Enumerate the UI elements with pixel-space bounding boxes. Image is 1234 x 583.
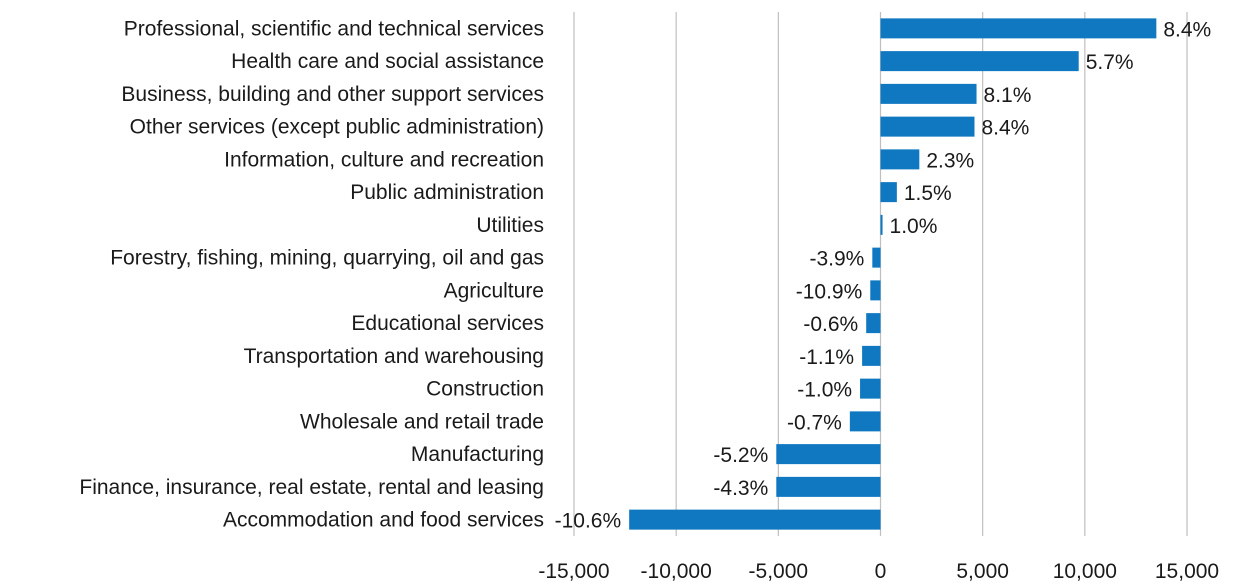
bar bbox=[880, 18, 1157, 39]
data-label: 8.1% bbox=[984, 84, 1032, 107]
category-label: Forestry, fishing, mining, quarrying, oi… bbox=[110, 247, 544, 270]
category-label: Educational services bbox=[351, 312, 544, 335]
category-label: Manufacturing bbox=[411, 443, 544, 466]
category-label: Construction bbox=[426, 378, 544, 401]
category-label: Other services (except public administra… bbox=[130, 116, 544, 139]
bar bbox=[776, 476, 881, 497]
data-label: 8.4% bbox=[1163, 18, 1211, 41]
category-label: Health care and social assistance bbox=[231, 50, 544, 73]
category-label: Public administration bbox=[350, 181, 544, 204]
data-label: -1.1% bbox=[799, 346, 854, 369]
bar bbox=[880, 83, 977, 104]
data-labels: 8.4% 5.7% 8.1% 8.4% 2.3% 1.5% 1.0% -3.9% -10.9% -… bbox=[555, 18, 1212, 532]
data-label: -3.9% bbox=[809, 248, 864, 271]
category-label: Finance, insurance, real estate, rental … bbox=[79, 476, 544, 499]
bars bbox=[629, 18, 1157, 530]
x-tick-label: 15,000 bbox=[1155, 560, 1219, 583]
data-label: -4.3% bbox=[713, 477, 768, 500]
category-label: Utilities bbox=[476, 214, 544, 237]
data-label: 2.3% bbox=[926, 149, 974, 172]
bar bbox=[629, 509, 881, 530]
bar bbox=[872, 247, 881, 268]
category-label: Transportation and warehousing bbox=[244, 345, 544, 368]
data-label: 1.5% bbox=[904, 182, 952, 205]
bar bbox=[870, 280, 881, 301]
x-tick-label: -10,000 bbox=[641, 560, 712, 583]
bar bbox=[849, 411, 881, 432]
bar bbox=[776, 444, 881, 465]
bar bbox=[880, 182, 897, 203]
category-label: Professional, scientific and technical s… bbox=[124, 17, 544, 40]
bar bbox=[866, 313, 881, 334]
bar bbox=[880, 214, 883, 235]
x-tick-label: 5,000 bbox=[956, 560, 1009, 583]
data-label: -0.6% bbox=[803, 313, 858, 336]
x-axis-tick-labels: -15,000 -10,000 -5,000 0 5,000 10,000 15,000 bbox=[538, 560, 1219, 583]
category-labels: Professional, scientific and technical s… bbox=[79, 17, 544, 531]
data-label: 5.7% bbox=[1086, 51, 1134, 74]
data-label: 1.0% bbox=[890, 215, 938, 238]
bar bbox=[880, 51, 1079, 72]
x-tick-label: 0 bbox=[875, 560, 887, 583]
x-tick-label: -15,000 bbox=[538, 560, 609, 583]
category-label: Accommodation and food services bbox=[223, 509, 544, 532]
category-label: Business, building and other support ser… bbox=[121, 83, 544, 106]
category-label: Agriculture bbox=[444, 279, 544, 302]
data-label: 8.4% bbox=[981, 117, 1029, 140]
category-label: Wholesale and retail trade bbox=[300, 410, 544, 433]
data-label: -10.9% bbox=[796, 280, 863, 303]
data-label: -0.7% bbox=[787, 411, 842, 434]
category-label: Information, culture and recreation bbox=[224, 148, 544, 171]
bar bbox=[860, 378, 881, 399]
x-tick-label: 10,000 bbox=[1053, 560, 1117, 583]
data-label: -1.0% bbox=[797, 379, 852, 402]
bar bbox=[880, 116, 975, 137]
data-label: -10.6% bbox=[555, 510, 622, 533]
data-label: -5.2% bbox=[713, 444, 768, 467]
bar bbox=[862, 345, 881, 366]
bar bbox=[880, 149, 920, 170]
x-tick-label: -5,000 bbox=[749, 560, 809, 583]
